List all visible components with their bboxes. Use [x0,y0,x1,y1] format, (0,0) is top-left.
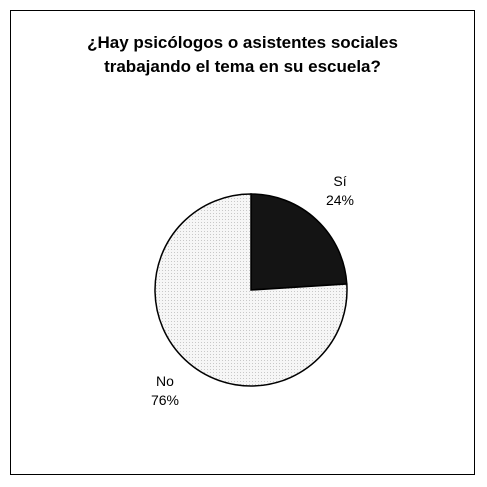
chart-title-line-2: trabajando el tema en su escuela? [104,57,381,76]
chart-title-line-1: ¿Hay psicólogos o asistentes sociales [87,33,398,52]
pie-slices [154,193,348,387]
slice-label-no: No [156,373,174,389]
chart-title: ¿Hay psicólogos o asistentes sociales tr… [11,31,474,79]
slice-label-si: Sí [333,173,346,189]
slice-value-si: 24% [326,192,354,208]
pie-slice-no [154,193,348,387]
pie-labels: Sí 24% No 76% [151,173,354,408]
pie-slice-si [250,193,348,291]
slice-value-no: 76% [151,392,179,408]
